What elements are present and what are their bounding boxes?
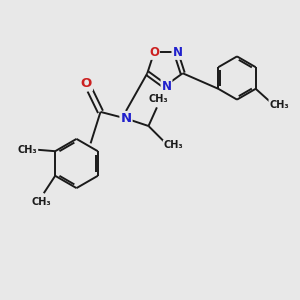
Text: CH₃: CH₃	[32, 196, 51, 207]
Text: CH₃: CH₃	[269, 100, 289, 110]
Text: O: O	[81, 77, 92, 90]
Text: N: N	[161, 80, 172, 93]
Text: CH₃: CH₃	[18, 145, 38, 155]
Text: N: N	[120, 112, 132, 125]
Text: CH₃: CH₃	[148, 94, 168, 104]
Text: O: O	[149, 46, 159, 59]
Text: N: N	[172, 46, 182, 59]
Text: CH₃: CH₃	[164, 140, 183, 151]
